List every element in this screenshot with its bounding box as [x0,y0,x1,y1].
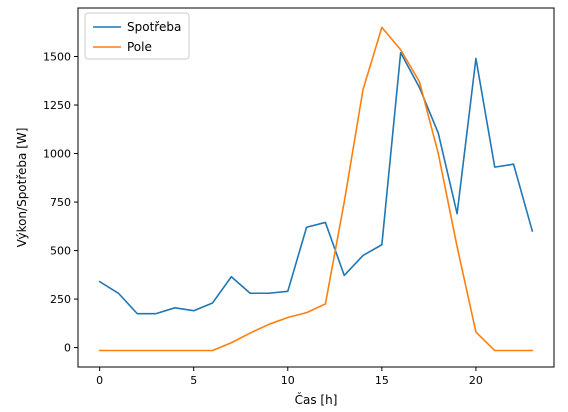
y-tick-label: 750 [50,196,71,209]
legend-label: Spotřeba [127,20,181,34]
x-tick-label: 20 [469,374,483,387]
legend-label: Pole [127,40,152,54]
x-tick-label: 5 [190,374,197,387]
y-tick-label: 1500 [43,51,71,64]
y-tick-label: 1250 [43,99,71,112]
x-tick-label: 10 [281,374,295,387]
x-tick-label: 15 [375,374,389,387]
y-axis-label: Výkon/Spotřeba [W] [15,128,29,248]
series-line-0 [98,51,534,315]
y-tick-label: 0 [64,342,71,355]
x-tick-label: 0 [96,374,103,387]
y-tick-label: 500 [50,245,71,258]
series-line-1 [98,26,534,352]
y-tick-label: 250 [50,293,71,306]
legend: Spotřeba Pole [84,12,190,60]
series-layer [98,26,534,352]
x-axis-label: Čas [h] [295,392,338,407]
plot-frame [77,7,555,368]
y-tick-label: 1000 [43,148,71,161]
ticks-layer: 0 5 10 15 20 0 250 500 750 1000 1250 1500 [43,51,483,387]
